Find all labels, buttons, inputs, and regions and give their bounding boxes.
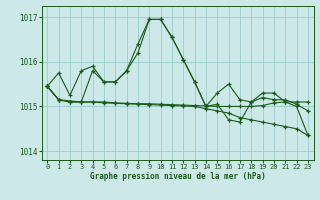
X-axis label: Graphe pression niveau de la mer (hPa): Graphe pression niveau de la mer (hPa) — [90, 172, 266, 181]
